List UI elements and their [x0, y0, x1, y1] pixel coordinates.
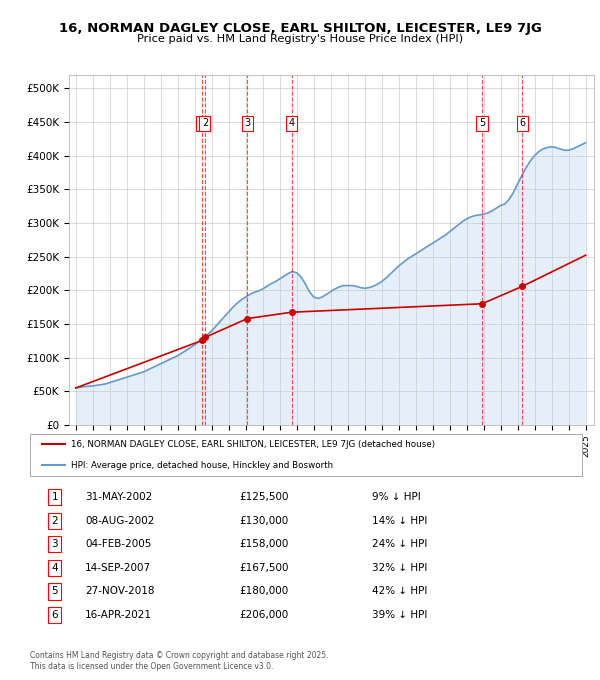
Text: 39% ↓ HPI: 39% ↓ HPI — [372, 610, 428, 620]
Text: 1: 1 — [199, 118, 205, 129]
Text: £158,000: £158,000 — [240, 539, 289, 549]
Text: 9% ↓ HPI: 9% ↓ HPI — [372, 492, 421, 503]
Text: 16-APR-2021: 16-APR-2021 — [85, 610, 152, 620]
Text: Contains HM Land Registry data © Crown copyright and database right 2025.: Contains HM Land Registry data © Crown c… — [30, 651, 329, 660]
Text: 14% ↓ HPI: 14% ↓ HPI — [372, 515, 428, 526]
Text: Price paid vs. HM Land Registry's House Price Index (HPI): Price paid vs. HM Land Registry's House … — [137, 34, 463, 44]
Text: 27-NOV-2018: 27-NOV-2018 — [85, 586, 155, 596]
Text: £125,500: £125,500 — [240, 492, 289, 503]
Text: 14-SEP-2007: 14-SEP-2007 — [85, 563, 151, 573]
Text: £180,000: £180,000 — [240, 586, 289, 596]
Text: 16, NORMAN DAGLEY CLOSE, EARL SHILTON, LEICESTER, LE9 7JG (detached house): 16, NORMAN DAGLEY CLOSE, EARL SHILTON, L… — [71, 440, 436, 449]
Text: £130,000: £130,000 — [240, 515, 289, 526]
Text: 4: 4 — [289, 118, 295, 129]
Text: 4: 4 — [52, 563, 58, 573]
Text: 5: 5 — [479, 118, 485, 129]
Text: £167,500: £167,500 — [240, 563, 289, 573]
Text: 42% ↓ HPI: 42% ↓ HPI — [372, 586, 428, 596]
Text: 31-MAY-2002: 31-MAY-2002 — [85, 492, 152, 503]
Text: 3: 3 — [244, 118, 250, 129]
Text: 04-FEB-2005: 04-FEB-2005 — [85, 539, 152, 549]
Text: 16, NORMAN DAGLEY CLOSE, EARL SHILTON, LEICESTER, LE9 7JG: 16, NORMAN DAGLEY CLOSE, EARL SHILTON, L… — [59, 22, 541, 35]
Text: 6: 6 — [52, 610, 58, 620]
Text: This data is licensed under the Open Government Licence v3.0.: This data is licensed under the Open Gov… — [30, 662, 274, 671]
Text: 3: 3 — [52, 539, 58, 549]
Text: £206,000: £206,000 — [240, 610, 289, 620]
Text: 6: 6 — [520, 118, 526, 129]
Text: 1: 1 — [52, 492, 58, 503]
Text: 32% ↓ HPI: 32% ↓ HPI — [372, 563, 428, 573]
Text: 2: 2 — [52, 515, 58, 526]
Text: 08-AUG-2002: 08-AUG-2002 — [85, 515, 155, 526]
Text: 24% ↓ HPI: 24% ↓ HPI — [372, 539, 428, 549]
Text: 5: 5 — [52, 586, 58, 596]
Text: 2: 2 — [202, 118, 208, 129]
Text: HPI: Average price, detached house, Hinckley and Bosworth: HPI: Average price, detached house, Hinc… — [71, 461, 334, 470]
